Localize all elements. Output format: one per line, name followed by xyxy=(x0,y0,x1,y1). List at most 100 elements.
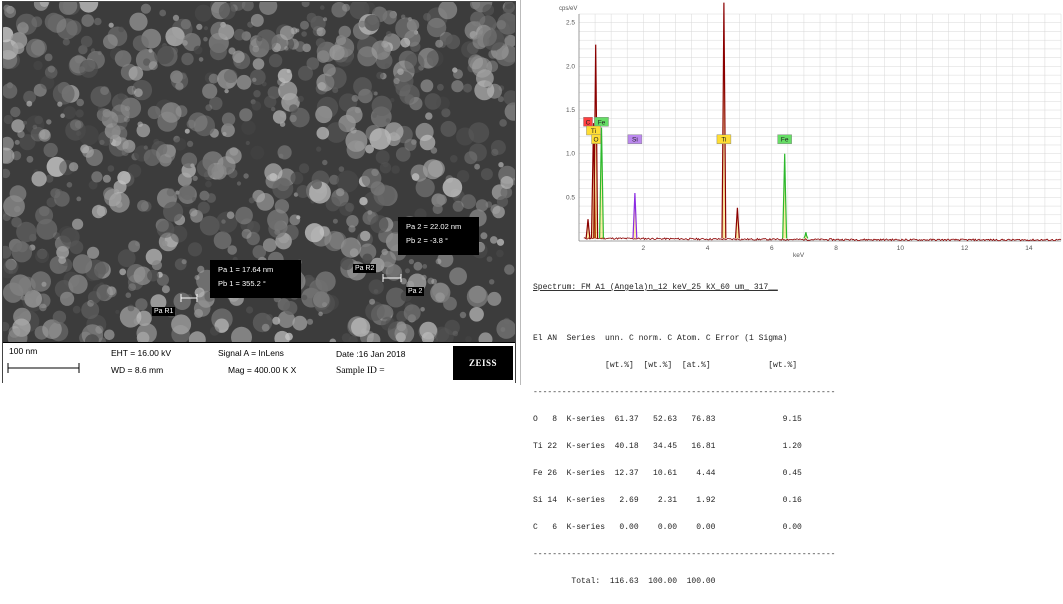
sem-grain xyxy=(284,92,298,106)
sem-grain xyxy=(299,163,310,174)
sem-grain xyxy=(279,25,295,41)
sem-grain xyxy=(367,210,373,215)
sem-grain xyxy=(464,151,478,165)
sem-grain xyxy=(115,309,120,314)
sem-grain xyxy=(459,311,467,319)
sem-grain xyxy=(504,34,515,48)
sem-grain xyxy=(421,274,427,280)
sem-grain xyxy=(3,168,11,179)
sem-grain xyxy=(395,17,417,40)
sem-grain xyxy=(358,20,366,28)
sem-grain xyxy=(487,83,502,99)
sem-grain xyxy=(451,80,464,93)
sem-grain xyxy=(236,74,252,90)
sem-grain xyxy=(39,205,50,217)
sem-grain xyxy=(504,102,515,121)
sem-grain xyxy=(72,218,84,230)
sem-grain xyxy=(3,321,10,332)
sem-grain xyxy=(241,2,254,12)
sem-grain xyxy=(468,122,490,143)
sem-grain xyxy=(252,77,257,83)
sem-grain xyxy=(193,45,203,55)
sem-grain xyxy=(125,292,132,299)
sem-grain xyxy=(346,106,363,124)
sem-grain xyxy=(126,264,146,283)
sem-grain xyxy=(60,291,75,306)
peak-line xyxy=(782,153,788,239)
sem-grain xyxy=(360,230,371,242)
sem-grain xyxy=(118,26,125,33)
sem-grain xyxy=(477,26,497,47)
sem-grain xyxy=(194,275,200,280)
sem-grain xyxy=(133,266,153,286)
sem-grain xyxy=(135,298,148,311)
sem-grain xyxy=(214,318,229,333)
sem-grain xyxy=(121,148,129,156)
peak-line xyxy=(593,44,599,239)
sem-grain xyxy=(173,190,182,199)
sem-grain xyxy=(94,17,102,26)
sem-grain xyxy=(74,120,84,129)
x-axis-label: keV xyxy=(793,252,805,259)
sem-grain xyxy=(39,303,47,312)
sem-grain xyxy=(252,245,267,259)
sem-grain xyxy=(100,86,109,95)
sem-grain xyxy=(437,83,444,91)
sem-grain xyxy=(97,106,103,112)
sem-grain xyxy=(4,6,16,18)
sem-grain xyxy=(469,307,484,322)
sem-grain xyxy=(492,205,505,219)
point-label-r1: Pa R1 xyxy=(152,307,176,316)
sem-grain xyxy=(20,295,26,301)
sem-grain xyxy=(103,34,118,50)
sem-grain xyxy=(143,58,151,66)
sem-grain xyxy=(272,316,281,325)
sem-grain xyxy=(44,53,53,62)
sem-grain xyxy=(70,119,82,131)
sem-grain xyxy=(34,115,43,125)
sem-grain xyxy=(475,199,489,212)
sem-grain xyxy=(436,194,447,205)
sem-grain xyxy=(393,71,414,92)
sem-grain xyxy=(76,196,82,202)
sem-grain xyxy=(156,220,175,238)
sem-grain xyxy=(102,174,111,183)
sem-grain xyxy=(56,246,69,259)
sem-grain xyxy=(187,140,194,147)
sem-grain xyxy=(294,41,306,52)
sem-grain xyxy=(427,277,435,285)
x-tick-label: 8 xyxy=(834,245,838,252)
sem-grain xyxy=(218,2,236,20)
sem-grain xyxy=(346,140,366,159)
sem-grain xyxy=(182,40,188,46)
sem-grain xyxy=(491,148,499,156)
sem-grain xyxy=(104,329,115,341)
sem-grain xyxy=(430,147,438,154)
sem-grain xyxy=(351,94,359,102)
sem-grain xyxy=(423,13,431,21)
sem-grain xyxy=(120,97,142,119)
sem-grain xyxy=(3,245,12,259)
sem-grain xyxy=(323,17,328,22)
sem-grain xyxy=(173,135,181,143)
sem-grain xyxy=(52,82,75,105)
sem-grain xyxy=(441,108,451,118)
sem-grain xyxy=(128,283,136,291)
sem-grain xyxy=(375,150,390,165)
sem-grain xyxy=(184,128,190,134)
sem-grain xyxy=(252,189,265,203)
sem-grain xyxy=(346,215,359,228)
sem-grain xyxy=(317,50,330,63)
sem-grain xyxy=(95,261,110,275)
sem-grain xyxy=(472,57,493,78)
sem-grain xyxy=(82,145,94,158)
y-tick-label: 1.5 xyxy=(566,107,575,114)
sem-grain xyxy=(127,85,137,95)
sem-grain xyxy=(369,298,376,305)
sem-grain xyxy=(62,38,70,46)
table-row: Fe 26 K-series 12.37 10.61 4.44 0.45 xyxy=(533,469,802,478)
sem-grain xyxy=(432,203,443,215)
x-tick-label: 4 xyxy=(706,245,710,252)
sem-grain xyxy=(403,304,421,322)
sem-grain xyxy=(41,281,47,287)
